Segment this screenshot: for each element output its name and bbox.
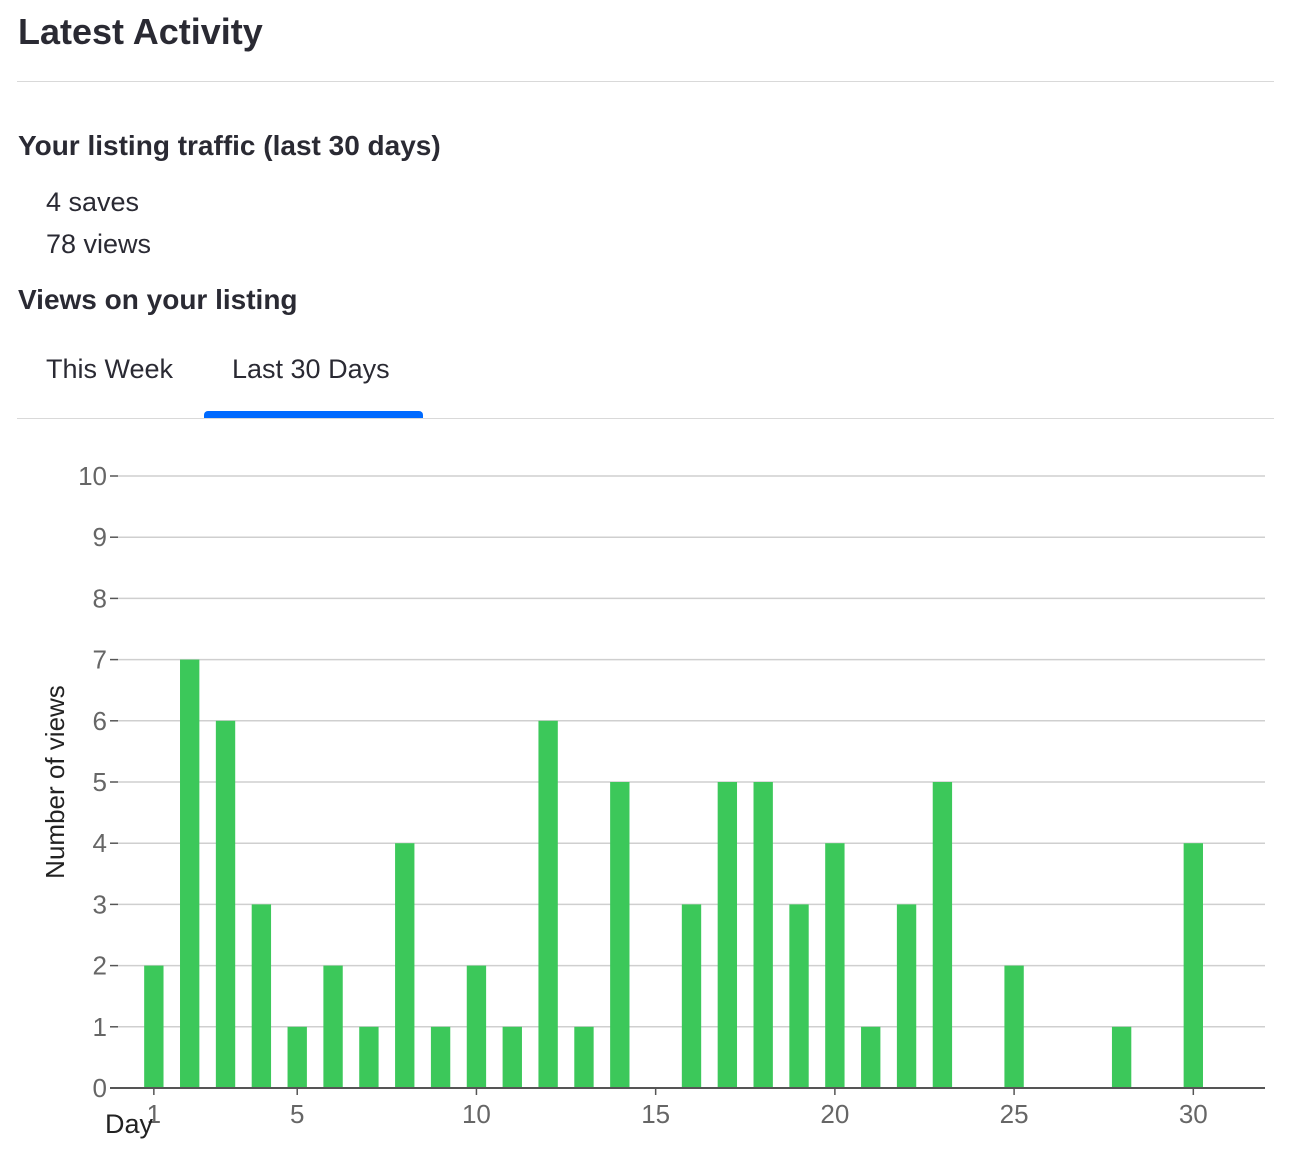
y-tick-label: 6	[93, 706, 107, 736]
bar-day-2[interactable]	[180, 659, 200, 1088]
x-tick-label: 25	[1000, 1099, 1029, 1129]
y-tick-label: 10	[78, 461, 107, 491]
x-axis-label: Day	[105, 1109, 154, 1139]
bar-day-23[interactable]	[932, 782, 953, 1088]
y-tick-label: 7	[93, 645, 107, 675]
bar-day-6[interactable]	[323, 965, 343, 1088]
bar-day-3[interactable]	[215, 720, 236, 1088]
bar-day-4[interactable]	[251, 904, 272, 1088]
x-tick-label: 5	[290, 1099, 304, 1129]
active-tab-indicator	[204, 411, 423, 418]
y-tick-label: 8	[93, 583, 107, 613]
x-tick-label: 30	[1179, 1099, 1208, 1129]
bars	[144, 659, 1203, 1088]
tab-this-week[interactable]: This Week	[46, 354, 174, 384]
x-tick-label: 10	[462, 1099, 491, 1129]
y-tick-label: 1	[93, 1012, 107, 1042]
bar-day-12[interactable]	[538, 720, 558, 1088]
views-chart: 0 1 2 3 4 5 6 7 8 9 10 1 5 10 15 20 25 30 Number of views…	[0, 420, 1291, 1156]
y-axis-label: Number of views	[40, 685, 70, 879]
traffic-heading: Your listing traffic (last 30 days)	[18, 130, 441, 161]
bar-day-11[interactable]	[502, 1026, 522, 1088]
bar-day-21[interactable]	[861, 1026, 881, 1088]
views-tabs: This Week Last 30 Days	[17, 340, 1274, 419]
y-tick-label: 5	[93, 767, 107, 797]
bar-day-17[interactable]	[717, 782, 738, 1088]
x-tick-label: 1	[147, 1099, 161, 1129]
bar-day-7[interactable]	[359, 1026, 379, 1088]
bar-day-14[interactable]	[610, 782, 630, 1088]
y-tick-label: 3	[93, 889, 107, 919]
views-count: 78 views	[46, 229, 152, 259]
y-tick-label: 2	[93, 951, 107, 981]
bar-day-30[interactable]	[1183, 843, 1203, 1088]
views-heading: Views on your listing	[18, 284, 298, 315]
bar-day-18[interactable]	[753, 782, 773, 1088]
y-tick-label: 9	[93, 522, 107, 552]
saves-count: 4 saves	[46, 187, 140, 217]
bar-day-9[interactable]	[430, 1026, 451, 1088]
section-title: Latest Activity	[18, 11, 263, 52]
grid-lines	[118, 475, 1265, 1028]
section-divider	[17, 81, 1274, 82]
bar-day-22[interactable]	[896, 904, 917, 1088]
bar-day-1[interactable]	[144, 965, 164, 1088]
y-tick-label: 0	[93, 1073, 107, 1103]
bar-day-13[interactable]	[574, 1026, 594, 1088]
bar-day-10[interactable]	[466, 965, 487, 1088]
bar-day-5[interactable]	[287, 1026, 307, 1088]
x-tick-label: 15	[641, 1099, 670, 1129]
tab-last-30-days[interactable]: Last 30 Days	[232, 354, 390, 384]
bar-day-19[interactable]	[789, 904, 809, 1088]
bar-day-28[interactable]	[1111, 1026, 1132, 1088]
x-tick-label: 20	[820, 1099, 849, 1129]
bar-day-20[interactable]	[825, 843, 845, 1088]
bar-day-8[interactable]	[395, 843, 415, 1088]
bar-day-16[interactable]	[681, 904, 702, 1088]
bar-day-25[interactable]	[1004, 965, 1024, 1088]
y-tick-label: 4	[93, 828, 107, 858]
